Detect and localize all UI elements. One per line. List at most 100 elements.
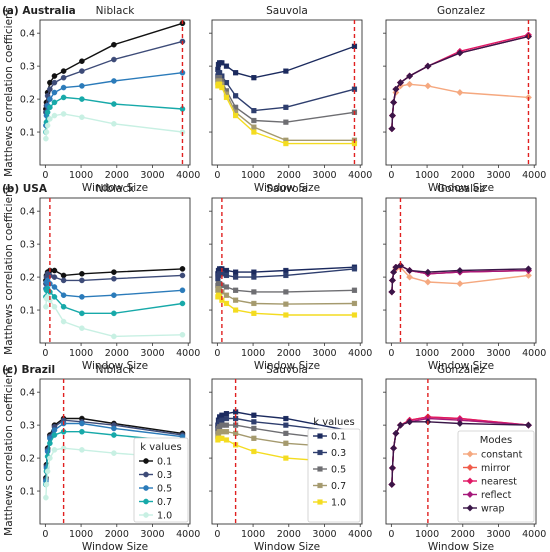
data-point-0.3 [251,108,257,114]
data-point-0.5 [60,84,67,91]
data-point-wrap [424,62,432,70]
data-point-wrap [388,464,396,472]
data-point-1.0 [47,455,53,461]
x-tick-label: 0 [42,348,48,359]
data-point-1.0 [44,122,51,129]
data-point-0.7 [223,429,230,435]
data-point-0.7 [44,109,51,116]
x-tick-label: 4000 [348,529,372,540]
legend-label: 0.7 [331,481,346,492]
y-tick-label: 0.1 [20,306,35,317]
data-point-0.1 [179,266,186,272]
legend-swatch-marker [143,471,149,478]
x-tick-label: 4000 [522,529,546,540]
x-tick-label: 0 [388,348,394,359]
data-point-0.3 [51,274,58,280]
data-point-0.3 [251,419,257,425]
x-tick-label: 1000 [69,529,93,540]
x-tick-label: 1000 [69,170,93,181]
panel-niblack-row0: 0.1 0.2 0.3 0.4 0 1000 2000 3000 4000 Window Size… [2,5,200,194]
panel-title: Niblack [96,5,136,17]
x-tick-label: 1000 [69,348,93,359]
x-tick-label: 3000 [312,529,336,540]
data-point-1.0 [79,325,85,331]
legend-label: constant [481,450,523,461]
data-point-0.5 [233,287,239,293]
data-point-0.1 [283,415,289,422]
x-tick-label: 4000 [176,170,200,181]
data-point-0.5 [179,287,186,294]
data-point-1.0 [219,84,225,91]
data-layer [215,43,358,147]
data-point-1.0 [60,111,67,117]
data-point-1.0 [223,437,230,443]
x-tick-label: 2000 [451,348,475,359]
plot-frame [385,197,537,344]
data-layer [43,415,186,501]
data-point-1.0 [79,447,85,453]
data-point-0.7 [111,101,117,107]
plot-frame [39,19,191,166]
data-point-0.3 [283,104,289,110]
x-tick-label: 1000 [241,170,265,181]
data-point-0.1 [223,63,230,69]
x-tick-label: 4000 [348,170,372,181]
legend-swatch-marker [317,499,323,505]
data-point-1.0 [233,112,239,119]
panel-sauvola-row2: 0 1000 2000 3000 4000 Window Size Sauvola k val… [209,364,372,552]
y-tick-label: 0.1 [20,487,35,498]
data-point-0.7 [283,440,289,446]
legend-label: reflect [481,490,512,501]
data-point-wrap [392,429,400,437]
data-point-0.1 [233,269,239,275]
data-point-0.5 [47,96,53,102]
data-point-0.7 [251,300,257,307]
x-tick-label: 0 [214,529,220,540]
data-point-0.5 [283,289,289,295]
data-point-wrap [390,268,398,276]
series-line-1.0 [45,295,183,338]
y-tick-label: 0.2 [20,95,35,106]
data-point-0.5 [51,89,58,96]
row-label: (b) USA [2,183,48,195]
x-tick-label: 3000 [486,170,510,181]
legend-swatch-marker [466,464,474,471]
data-point-wrap [388,112,396,120]
y-axis-label: Matthews correlation coefficient [3,8,15,177]
x-tick-label: 3000 [486,529,510,540]
x-tick-label: 1000 [415,170,439,181]
data-point-0.7 [79,428,85,435]
data-point-0.7 [251,435,257,441]
data-point-wrap [456,267,464,274]
data-point-0.1 [111,41,117,48]
data-point-0.1 [251,269,257,275]
panel-title: Gonzalez [437,364,486,376]
legend-gonzalez: Modes constant mirror nearest reflect wrap [457,430,535,523]
x-axis-label: Window Size [428,541,494,552]
x-tick-label: 0 [388,529,394,540]
data-point-0.3 [111,275,117,282]
data-point-0.3 [47,86,53,93]
data-point-0.1 [79,58,85,64]
data-point-0.7 [79,310,85,317]
data-point-1.0 [251,310,257,316]
data-point-0.5 [223,284,230,290]
data-point-1.0 [43,481,50,488]
x-axis-label: Window Size [428,182,494,194]
data-point-1.0 [51,303,58,310]
data-point-wrap [392,85,400,93]
legend-label: 0.7 [157,497,172,508]
data-point-0.3 [223,272,230,279]
x-tick-label: 4000 [522,170,546,181]
legend-swatch-marker [466,450,474,458]
legend-label: mirror [481,463,510,474]
legend-label: 0.3 [157,470,172,481]
data-point-constant [406,273,414,281]
x-axis-label: Window Size [254,360,320,372]
y-tick-label: 0.1 [20,128,35,139]
legend-label: nearest [481,477,517,488]
plot-frame [385,378,537,525]
data-point-constant [456,280,464,288]
legend-label: 0.5 [157,484,172,495]
data-point-0.7 [179,300,186,307]
